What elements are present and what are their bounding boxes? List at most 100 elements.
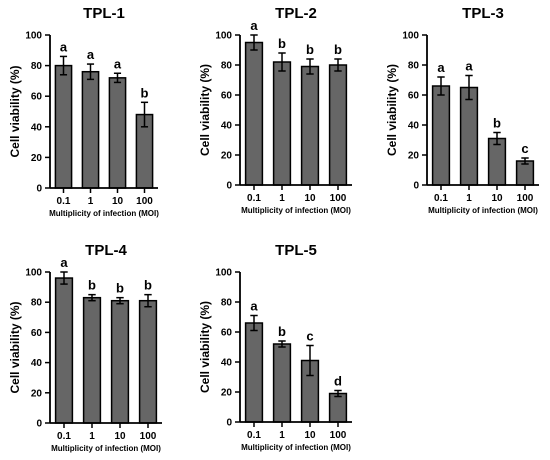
y-tick-label: 40: [408, 121, 420, 132]
y-tick-label: 0: [413, 181, 419, 192]
error-bar-10: [306, 344, 314, 377]
significance-letter: d: [334, 374, 342, 389]
significance-letter: b: [306, 42, 314, 57]
significance-letter: b: [278, 324, 286, 339]
bar-1: [459, 86, 479, 186]
y-tick-label: 0: [226, 418, 232, 429]
chart-title: TPL-2: [275, 5, 317, 22]
error-bar-0.1: [437, 76, 445, 96]
significance-letter: a: [250, 18, 258, 33]
y-tick-label: 60: [221, 91, 233, 102]
bar-0.1: [54, 64, 73, 189]
error-bar-100: [334, 58, 342, 72]
x-axis-label: Multiplicity of infection (MOI): [51, 444, 161, 453]
x-tick-label: 0.1: [247, 193, 261, 204]
y-tick-label: 40: [31, 358, 43, 369]
x-tick-label: 10: [112, 196, 124, 207]
y-tick-label: 40: [31, 122, 43, 133]
y-tick-label: 60: [221, 328, 233, 339]
x-tick-label: 10: [304, 193, 316, 204]
x-tick-label: 100: [517, 193, 534, 204]
significance-letter: c: [306, 329, 313, 344]
error-bar-1: [86, 63, 95, 81]
x-tick-label: 10: [491, 193, 503, 204]
y-tick-label: 20: [221, 151, 233, 162]
significance-letter: a: [250, 299, 258, 314]
chart-panel-1: TPL-1 Cell viability (%) Multiplicity of i…: [8, 5, 159, 218]
error-bar-1: [88, 293, 96, 302]
error-bar-10: [306, 58, 314, 75]
chart-title: TPL-4: [85, 242, 127, 259]
bar-1: [272, 343, 292, 423]
y-axis-label: Cell viability (%): [8, 301, 22, 393]
x-tick-label: 1: [279, 430, 285, 441]
bar-10: [108, 77, 127, 189]
y-tick-label: 60: [408, 91, 420, 102]
x-tick-label: 10: [114, 431, 126, 442]
y-tick-label: 100: [25, 268, 42, 279]
error-bar-100: [521, 157, 529, 165]
y-tick-label: 40: [221, 121, 233, 132]
bar-10: [487, 137, 507, 186]
bar-1: [272, 61, 292, 186]
y-tick-label: 20: [408, 151, 420, 162]
significance-letter: b: [116, 281, 124, 296]
error-bar-0.1: [60, 271, 68, 285]
x-tick-label: 0.1: [434, 193, 448, 204]
error-bar-100: [334, 389, 342, 398]
y-tick-label: 40: [221, 358, 233, 369]
bar-10: [110, 299, 130, 424]
chart-panel-4: TPL-4 Cell viability (%) Multiplicity of i…: [8, 242, 162, 453]
y-tick-label: 80: [221, 298, 233, 309]
bar-10: [300, 65, 320, 186]
bar-0.1: [244, 322, 264, 423]
error-bar-1: [278, 52, 286, 72]
y-tick-label: 0: [36, 419, 42, 430]
x-tick-label: 100: [330, 430, 347, 441]
significance-letter: b: [88, 278, 96, 293]
x-tick-label: 100: [136, 196, 153, 207]
x-tick-label: 10: [304, 430, 316, 441]
x-axis-label: Multiplicity of infection (MOI): [241, 206, 351, 215]
significance-letter: b: [278, 36, 286, 51]
x-axis-label: Multiplicity of infection (MOI): [241, 443, 351, 452]
x-tick-label: 1: [88, 196, 94, 207]
chart-panel-2: TPL-2 Cell viability (%) Multiplicity of i…: [198, 5, 352, 215]
significance-letter: b: [141, 85, 149, 100]
significance-letter: a: [87, 47, 95, 62]
x-tick-label: 100: [330, 193, 347, 204]
y-tick-label: 60: [31, 328, 43, 339]
y-axis-label: Cell viability (%): [8, 65, 22, 157]
significance-letter: b: [334, 42, 342, 57]
y-tick-label: 80: [31, 298, 43, 309]
x-tick-label: 1: [279, 193, 285, 204]
error-bar-1: [465, 74, 473, 101]
y-tick-label: 0: [36, 184, 42, 195]
bar-100: [138, 299, 158, 424]
x-tick-label: 100: [140, 431, 157, 442]
significance-letter: b: [144, 278, 152, 293]
error-bar-0.1: [250, 34, 258, 51]
error-bar-10: [113, 72, 122, 84]
error-bar-0.1: [250, 314, 258, 332]
significance-letter: a: [114, 56, 122, 71]
bar-1: [81, 70, 100, 189]
x-tick-label: 0.1: [57, 431, 71, 442]
y-tick-label: 100: [402, 31, 419, 42]
y-axis-label: Cell viability (%): [198, 64, 212, 156]
chart-panel-3: TPL-3 Cell viability (%) Multiplicity of i…: [385, 5, 539, 215]
y-tick-label: 100: [25, 31, 42, 42]
significance-letter: c: [521, 141, 528, 156]
y-tick-label: 100: [215, 31, 232, 42]
y-tick-label: 80: [31, 61, 43, 72]
y-tick-label: 100: [215, 268, 232, 279]
bar-100: [328, 64, 348, 186]
error-bar-100: [144, 293, 152, 308]
error-bar-0.1: [59, 55, 68, 76]
error-bar-10: [116, 296, 124, 305]
x-tick-label: 0.1: [247, 430, 261, 441]
x-tick-label: 1: [89, 431, 95, 442]
x-axis-label: Multiplicity of infection (MOI): [428, 206, 538, 215]
error-bar-1: [278, 340, 286, 348]
y-tick-label: 80: [408, 61, 420, 72]
